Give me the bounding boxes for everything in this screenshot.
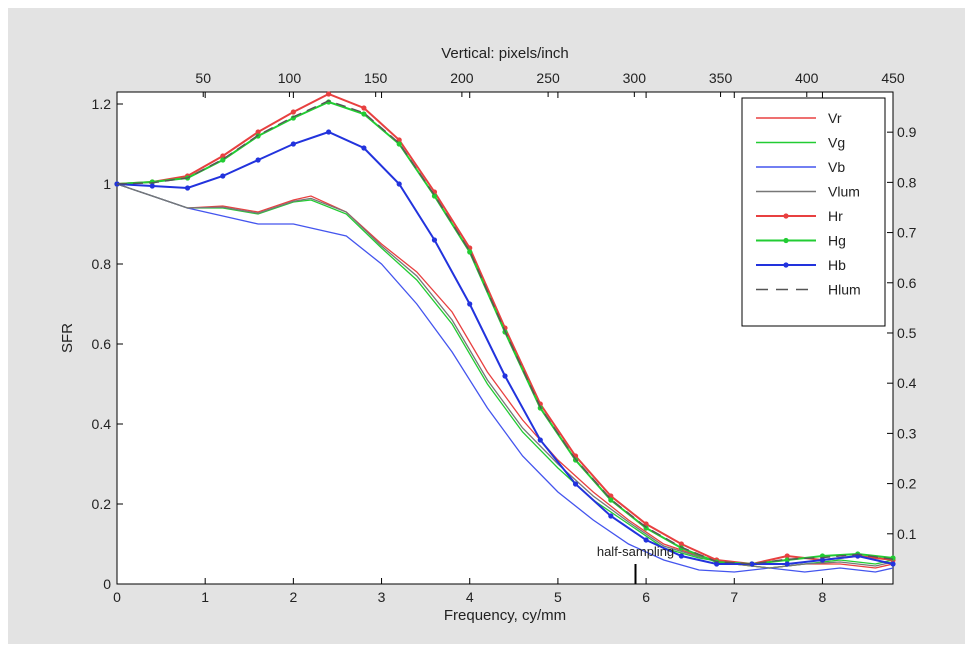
x-tick-label: 1 [201, 589, 209, 605]
series-hb-point [749, 561, 755, 567]
series-hg-point [396, 141, 402, 147]
y-tick-label: 0.8 [92, 256, 112, 272]
top-tick-label: 400 [795, 70, 819, 86]
x-tick-label: 8 [819, 589, 827, 605]
series-hg-point [890, 555, 896, 561]
right-tick-label: 0.2 [897, 476, 917, 492]
series-hb-point [572, 481, 579, 487]
series-vlum-line [116, 183, 894, 569]
series-hb-point [467, 301, 473, 307]
y-tick-label: 0.6 [92, 336, 112, 352]
series-hb-point [149, 183, 155, 189]
series-hr-point [290, 109, 296, 115]
legend-label-vlum: Vlum [828, 184, 860, 200]
series-hb-point [184, 185, 191, 191]
legend-box [741, 97, 886, 327]
legend-label-hr: Hr [828, 208, 843, 224]
series-hb-point [890, 561, 896, 567]
top-tick-label: 150 [364, 70, 388, 86]
x-tick-label: 2 [289, 589, 297, 605]
legend-label-vg: Vg [828, 135, 845, 151]
series-hb-point [608, 513, 614, 519]
y-tick-label: 0.2 [92, 496, 112, 512]
series-hg-point [361, 111, 367, 117]
legend-label-hb: Hb [828, 257, 846, 273]
top-tick-label: 50 [195, 70, 211, 86]
series-hr-point [326, 91, 332, 97]
series-hb-point [361, 145, 367, 151]
x-tick-label: 6 [642, 589, 650, 605]
legend-label-vb: Vb [828, 159, 845, 175]
series-hlum-line [116, 100, 894, 565]
right-tick-label: 0.8 [897, 174, 917, 190]
series-hb-point [819, 557, 826, 563]
series-hg-point [431, 193, 438, 199]
y-tick-label: 1 [103, 176, 111, 192]
y-tick-label: 0.4 [92, 416, 112, 432]
legend-marker-hb [783, 262, 789, 268]
top-tick-label: 300 [623, 70, 647, 86]
half-sampling-label: half-sampling [597, 544, 674, 559]
series-hr-point [784, 553, 790, 559]
x-tick-label: 4 [466, 589, 474, 605]
legend-label-hg: Hg [828, 233, 846, 249]
series-hb-point [784, 561, 790, 567]
right-tick-label: 0.9 [897, 124, 917, 140]
top-tick-label: 100 [278, 70, 302, 86]
series-hb-point [290, 141, 296, 147]
top-tick-label: 450 [881, 70, 905, 86]
right-tick-label: 0.5 [897, 325, 917, 341]
series-hr-point [220, 153, 226, 159]
right-tick-label: 0.7 [897, 225, 917, 241]
y-tick-label: 1.2 [92, 96, 112, 112]
x-tick-label: 5 [554, 589, 562, 605]
series-hb-point [678, 553, 684, 559]
series-hb-point [714, 561, 720, 567]
series-hg-point [608, 497, 614, 503]
series-hb-point [502, 373, 508, 379]
y-axis-label: SFR [59, 323, 76, 353]
top-tick-label: 350 [709, 70, 733, 86]
right-tick-label: 0.1 [897, 526, 917, 542]
legend-marker-hr [783, 213, 789, 219]
right-tick-label: 0.3 [897, 425, 917, 441]
series-hb-point [326, 129, 332, 135]
series-hb-point [220, 173, 226, 179]
top-axis-label: Vertical: pixels/inch [441, 45, 569, 62]
x-axis-label: Frequency, cy/mm [444, 607, 566, 624]
y-tick-label: 0 [103, 576, 111, 592]
series-vb-line [116, 183, 894, 573]
right-tick-label: 0.4 [897, 375, 917, 391]
x-tick-label: 0 [113, 589, 121, 605]
series-hr-point [361, 105, 367, 111]
x-tick-label: 3 [378, 589, 386, 605]
top-tick-label: 200 [450, 70, 474, 86]
series-hr-point [255, 129, 261, 135]
series-hb-point [396, 181, 402, 187]
series-hb-point [537, 437, 543, 443]
legend-marker-hg [783, 237, 789, 244]
series-hr-point [678, 541, 684, 547]
series-hg-point [467, 249, 473, 255]
x-tick-label: 7 [730, 589, 738, 605]
series-hb-point [431, 237, 438, 243]
series-hb-point [643, 537, 649, 543]
right-tick-label: 0.6 [897, 275, 917, 291]
top-tick-label: 250 [536, 70, 560, 86]
legend-label-vr: Vr [828, 110, 842, 126]
legend-label-hlum: Hlum [828, 282, 861, 298]
series-hb-point [255, 157, 261, 163]
